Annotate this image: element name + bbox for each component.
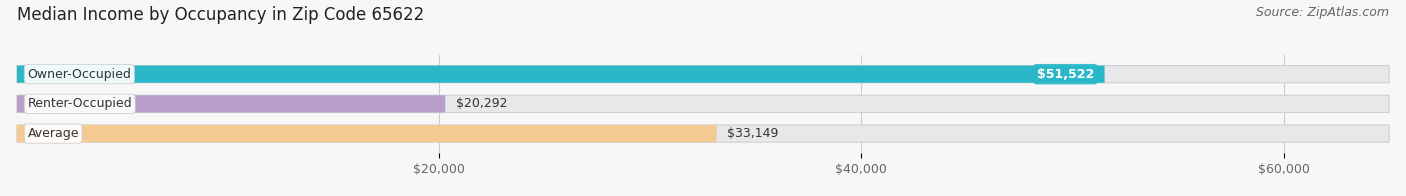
FancyBboxPatch shape (17, 95, 1389, 113)
Text: Source: ZipAtlas.com: Source: ZipAtlas.com (1256, 6, 1389, 19)
FancyBboxPatch shape (17, 66, 1389, 83)
Text: Median Income by Occupancy in Zip Code 65622: Median Income by Occupancy in Zip Code 6… (17, 6, 425, 24)
FancyBboxPatch shape (17, 125, 1389, 142)
Text: Owner-Occupied: Owner-Occupied (28, 68, 131, 81)
FancyBboxPatch shape (17, 66, 1105, 83)
Text: $51,522: $51,522 (1036, 68, 1094, 81)
FancyBboxPatch shape (17, 95, 446, 113)
Text: $33,149: $33,149 (727, 127, 779, 140)
Text: $20,292: $20,292 (456, 97, 508, 110)
FancyBboxPatch shape (17, 125, 717, 142)
Text: Renter-Occupied: Renter-Occupied (28, 97, 132, 110)
Text: Average: Average (28, 127, 79, 140)
